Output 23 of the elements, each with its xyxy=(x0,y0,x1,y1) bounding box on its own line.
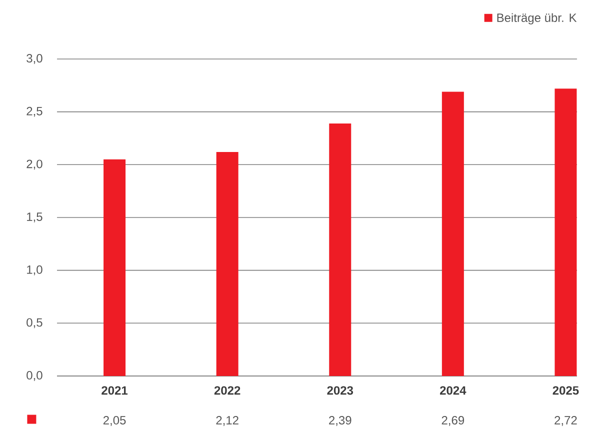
bar xyxy=(442,92,464,376)
bar xyxy=(216,152,238,376)
y-tick-label: 2,5 xyxy=(26,106,42,117)
y-tick-label: 1,5 xyxy=(27,212,42,222)
bar xyxy=(329,123,352,376)
y-tick-label: 2,0 xyxy=(26,160,42,170)
y-tick-label: 0,5 xyxy=(26,318,42,328)
bar xyxy=(104,159,126,376)
bar xyxy=(554,88,577,376)
data-label: 2,39 xyxy=(329,416,352,426)
x-tick-label: 2021 xyxy=(102,386,128,395)
legend-label: Beiträge übr. K xyxy=(497,13,577,24)
data-label: 2,69 xyxy=(442,416,464,426)
x-tick-label: 2024 xyxy=(440,386,466,395)
y-tick-label: 3,0 xyxy=(26,54,42,64)
y-tick-label: 1,0 xyxy=(27,265,42,276)
x-tick-label: 2023 xyxy=(327,386,354,395)
data-label: 2,72 xyxy=(554,416,577,426)
data-label: 2,05 xyxy=(103,416,126,426)
x-tick-label: 2025 xyxy=(552,386,579,395)
data-label: 2,12 xyxy=(216,416,238,426)
x-tick-label: 2022 xyxy=(214,386,240,395)
y-tick-label: 0,0 xyxy=(26,371,42,381)
